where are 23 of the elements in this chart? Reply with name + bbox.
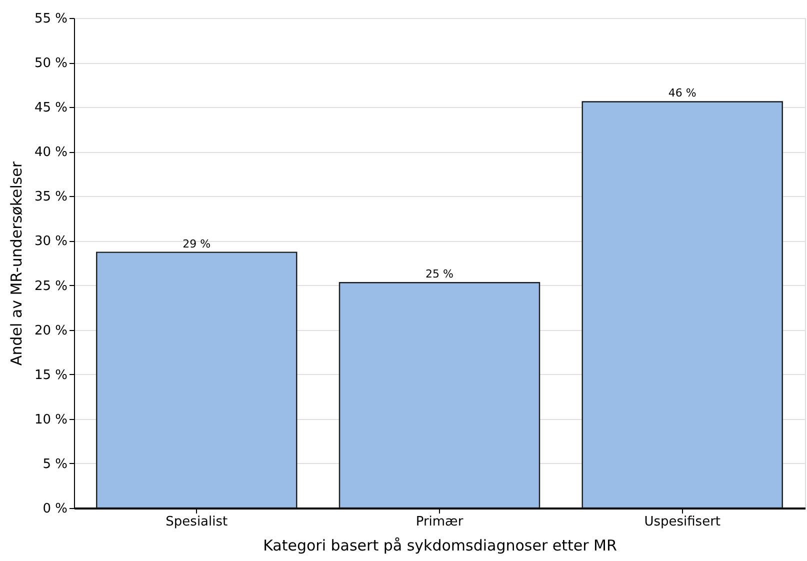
y-tick-label: 20 % [34,323,68,338]
y-tick-label: 25 % [34,278,68,294]
y-tick-label: 35 % [34,190,68,205]
data-label: 46 % [668,86,696,100]
y-tick-label: 45 % [34,100,68,116]
bar [96,252,298,509]
y-axis-title: Andel av MR-undersøkelser [7,160,26,366]
x-axis-title: Kategori basert på sykdomsdiagnoser etter MR [263,536,617,554]
y-tick-label: 0 % [42,502,68,516]
data-label: 29 % [182,237,211,250]
y-tick-label: 50 % [34,56,68,72]
y-tick-label: 10 % [34,412,68,428]
y-tick-label: 40 % [34,145,68,160]
y-tick-label: 15 % [34,368,68,383]
y-tick-label: 5 % [42,456,68,472]
y-tick-label: 55 % [34,12,68,26]
x-tick-label: Spesialist [166,514,228,530]
data-label: 25 % [426,268,454,281]
y-tick-label: 30 % [34,234,68,250]
x-tick-label: Primær [416,514,464,530]
bar [582,101,783,509]
bar [338,282,540,509]
x-tick-label: Uspesifisert [644,514,721,530]
